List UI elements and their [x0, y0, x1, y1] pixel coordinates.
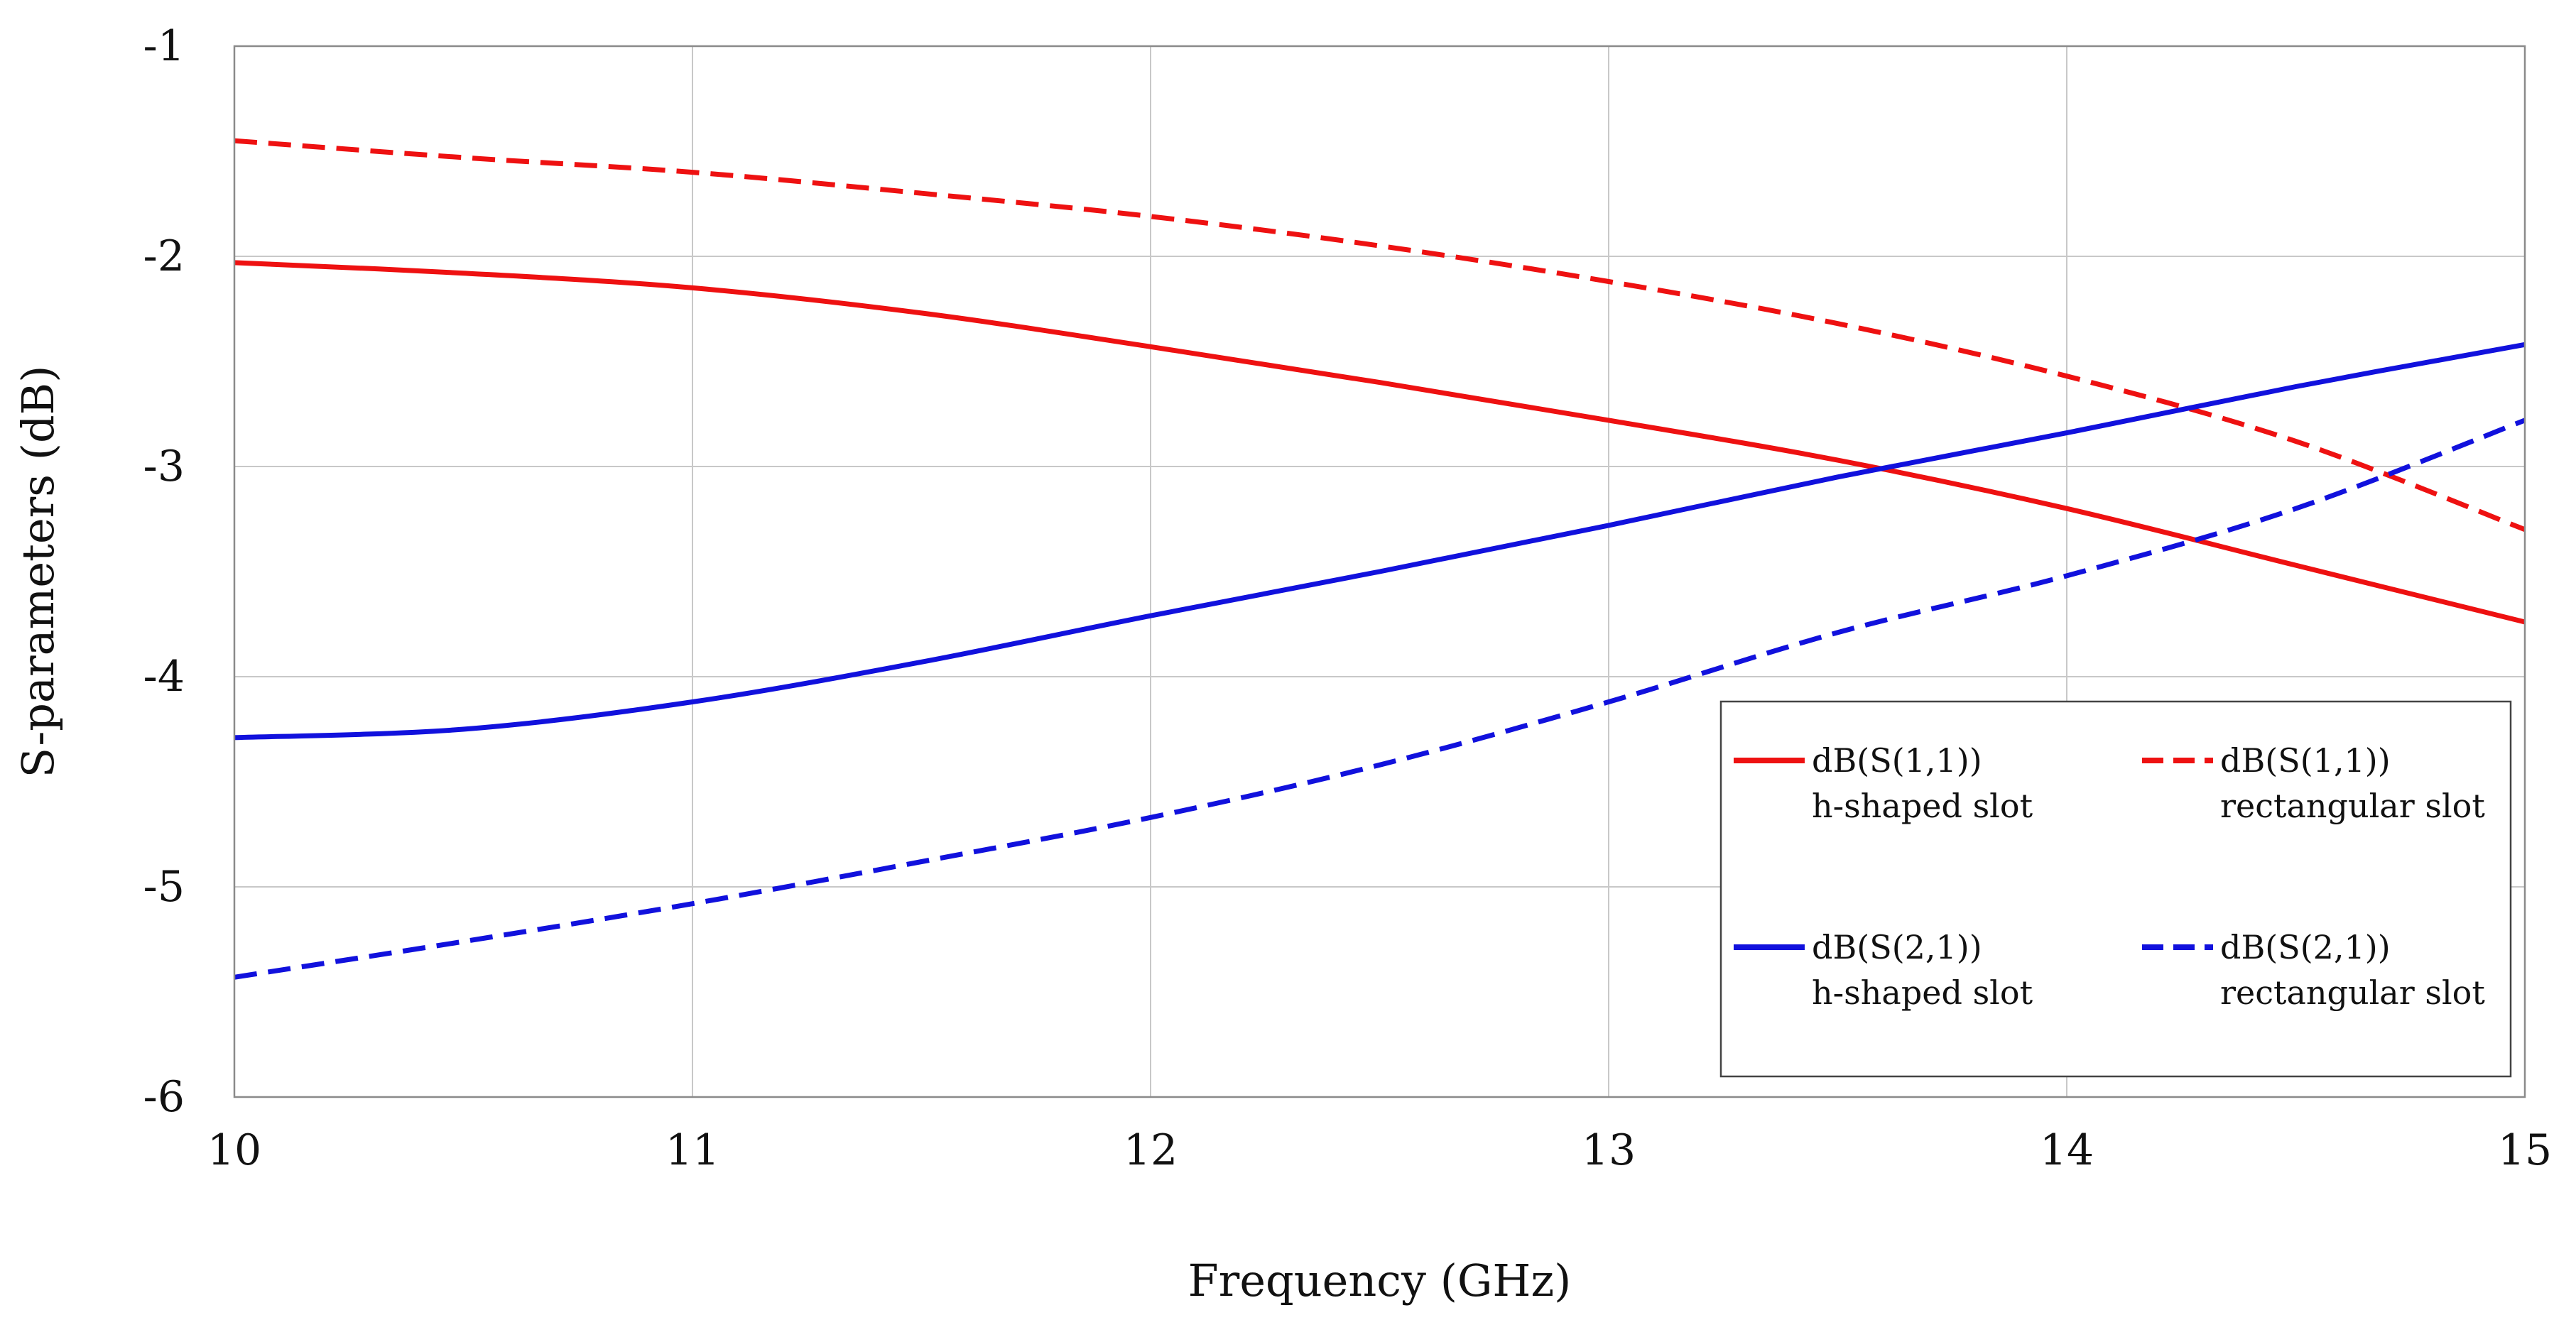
- x-tick-label: 14: [2040, 1125, 2094, 1175]
- y-tick-label: -4: [143, 652, 185, 702]
- legend-label: dB(S(2,1)): [1812, 928, 1982, 966]
- legend-sublabel: h-shaped slot: [1812, 973, 2033, 1012]
- legend-label: dB(S(1,1)): [1812, 741, 1982, 780]
- legend-label: dB(S(1,1)): [2220, 741, 2391, 780]
- series-line-db-s-2-1-h-shaped-slot: [234, 342, 2526, 741]
- legend-box: [1719, 700, 2512, 1078]
- x-axis-title: Frequency (GHz): [1188, 1255, 1572, 1306]
- x-axis-ticks: 10 11 12 13 14 15: [207, 1125, 2552, 1175]
- legend: dB(S(1,1)) h-shaped slot dB(S(1,1)) rectang…: [1719, 700, 2512, 1078]
- plot-frame: [233, 45, 2526, 1098]
- y-axis-title: S-parameters (dB): [12, 366, 64, 778]
- legend-label: dB(S(2,1)): [2220, 928, 2391, 966]
- y-tick-label: -3: [143, 442, 185, 491]
- x-tick-label: 11: [665, 1125, 719, 1175]
- series-line-db-s-1-1-rectangular-slot: [234, 138, 2526, 533]
- legend-sublabel: rectangular slot: [2220, 973, 2485, 1012]
- series-line-db-s-1-1-h-shaped-slot: [234, 260, 2526, 625]
- y-tick-label: -1: [143, 21, 185, 71]
- y-tick-label: -2: [143, 231, 185, 281]
- legend-sublabel: rectangular slot: [2220, 787, 2485, 825]
- y-tick-label: -6: [143, 1072, 185, 1122]
- x-tick-label: 10: [207, 1125, 261, 1175]
- y-axis-ticks: -1 -2 -3 -4 -5 -6: [143, 21, 185, 1122]
- legend-sublabel: h-shaped slot: [1812, 787, 2033, 825]
- x-tick-label: 13: [1582, 1125, 1636, 1175]
- x-tick-label: 15: [2498, 1125, 2552, 1175]
- x-tick-label: 12: [1124, 1125, 1178, 1175]
- y-tick-label: -5: [143, 862, 185, 912]
- series-layer: [234, 138, 2526, 980]
- series-line-db-s-2-1-rectangular-slot: [234, 418, 2526, 980]
